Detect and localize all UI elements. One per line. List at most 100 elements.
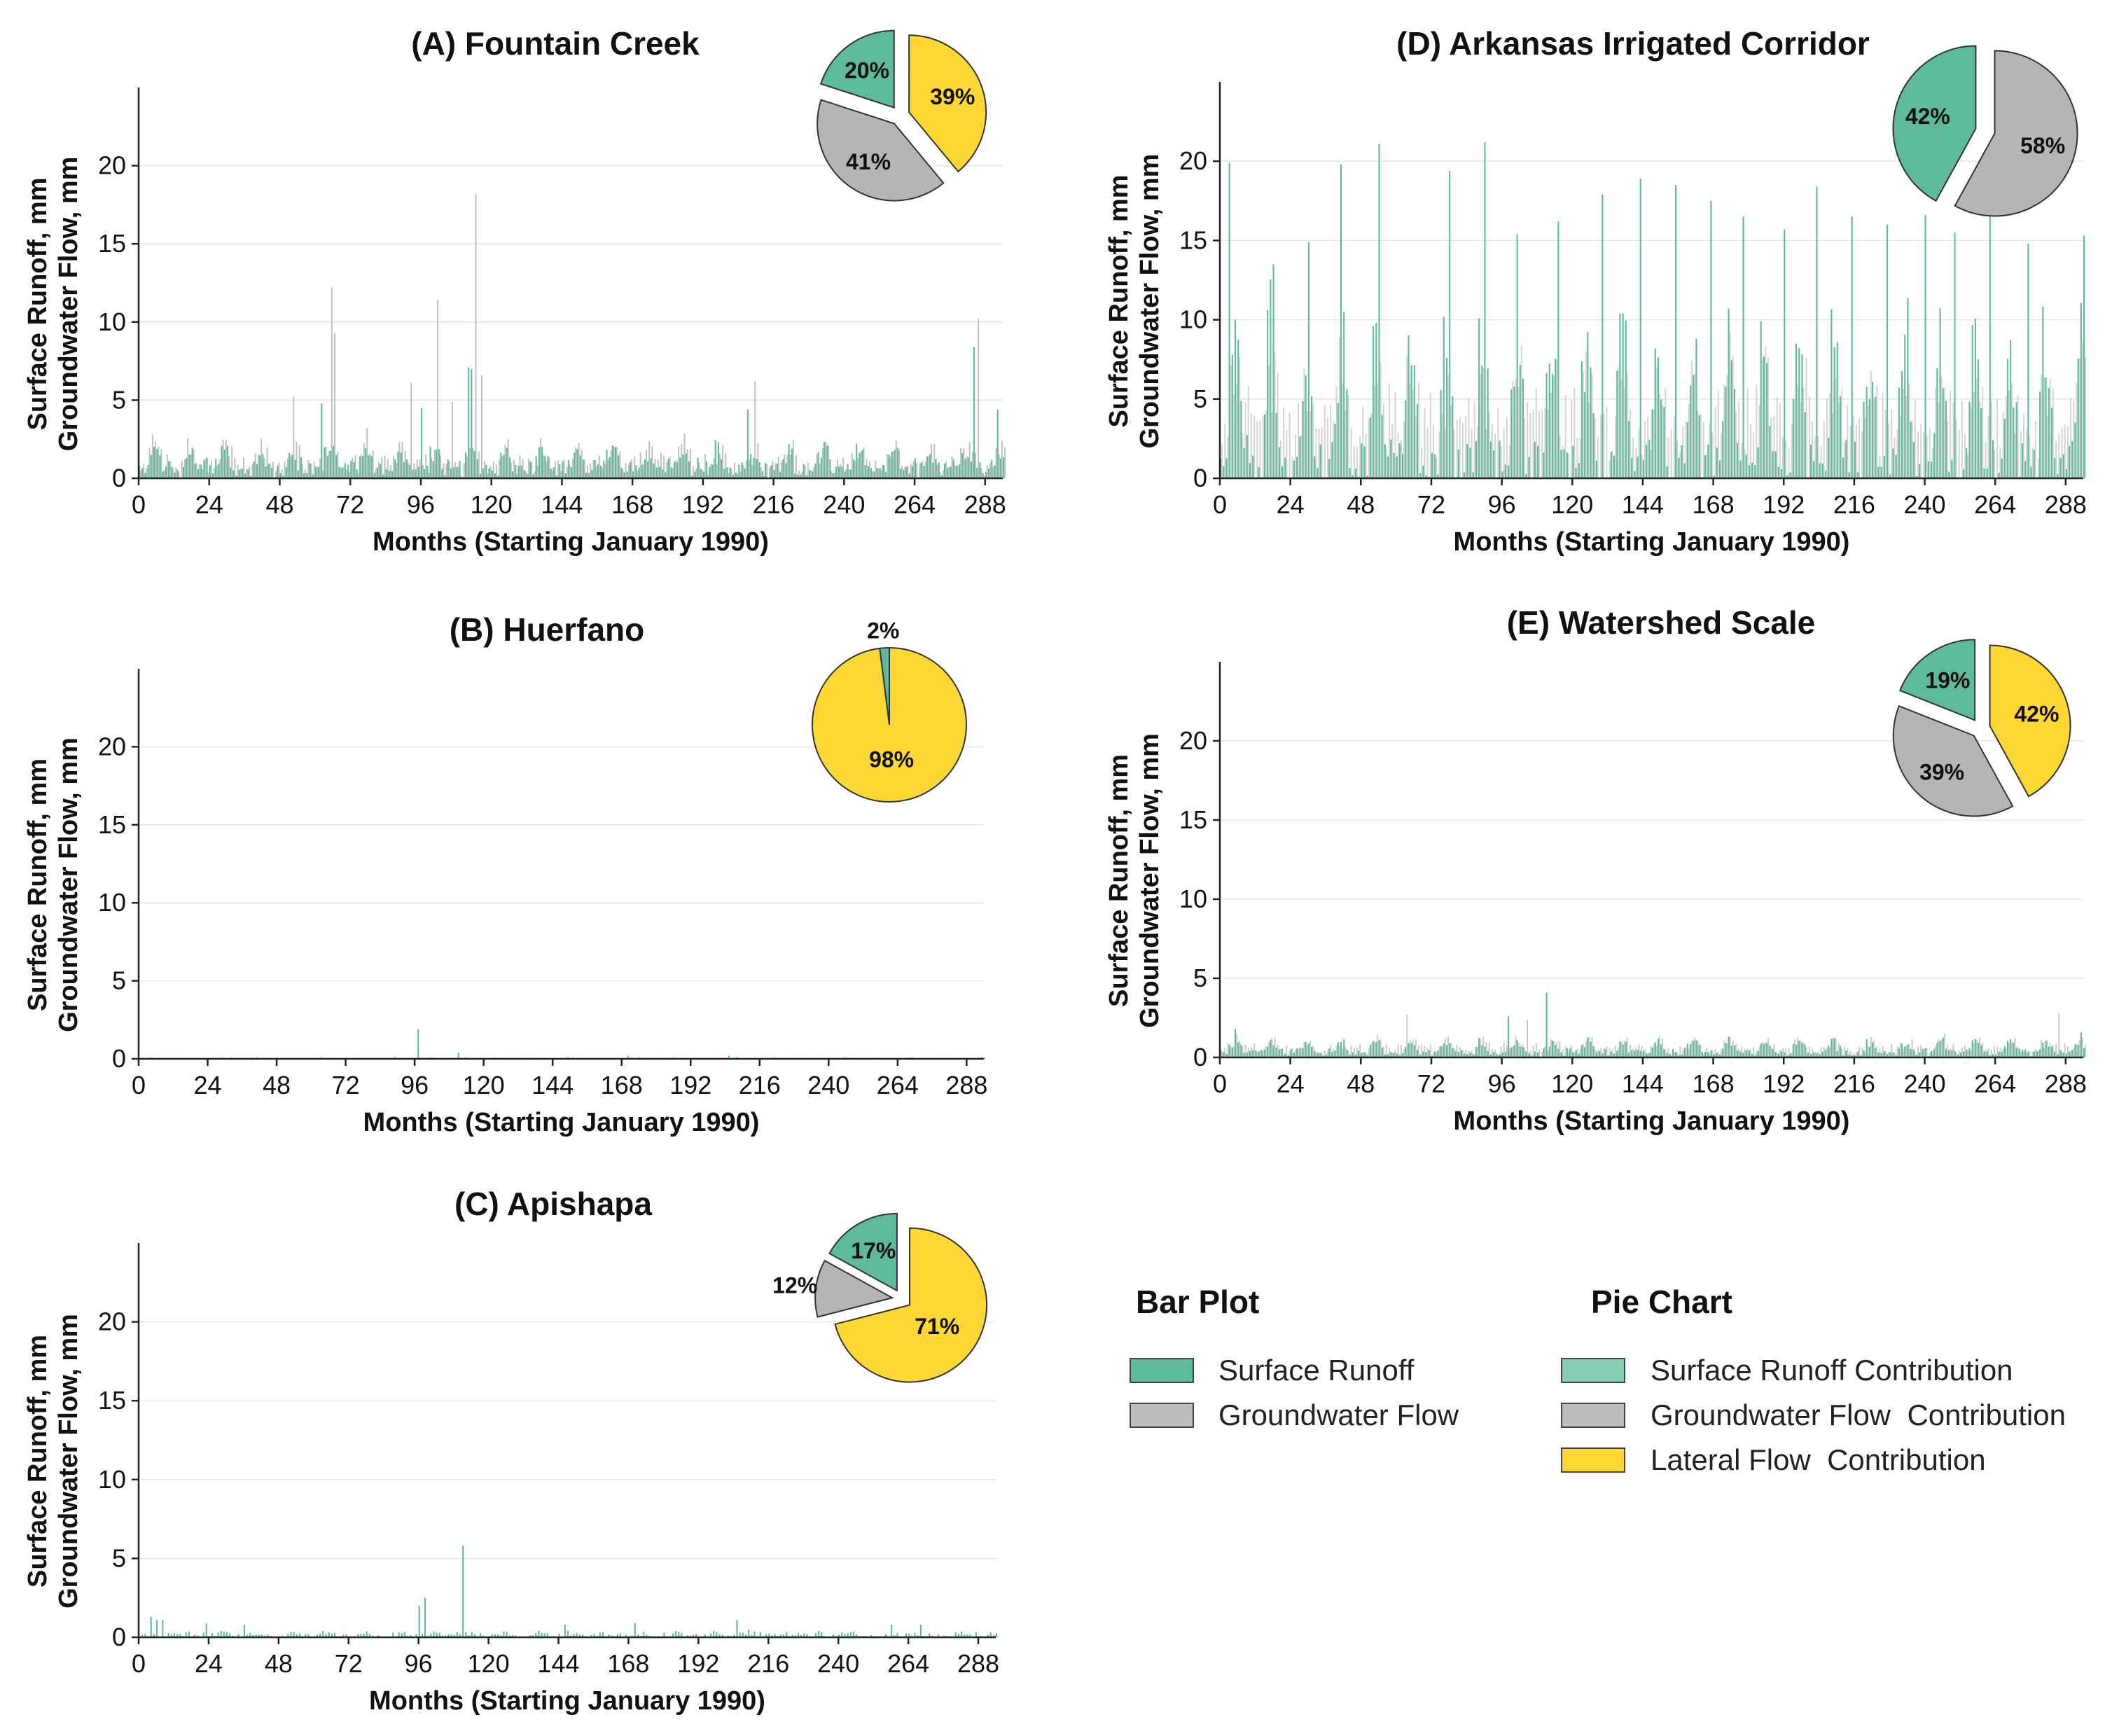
bar-groundwater bbox=[1923, 1048, 1925, 1057]
bar-groundwater bbox=[831, 471, 833, 478]
bar-groundwater bbox=[2073, 1048, 2075, 1057]
bar-groundwater bbox=[489, 466, 492, 478]
bar-surface-runoff bbox=[341, 467, 343, 478]
bar-surface-runoff bbox=[1912, 1049, 1915, 1057]
bar-groundwater bbox=[798, 470, 800, 478]
bar-surface-runoff bbox=[1469, 1053, 1471, 1057]
bar-surface-runoff bbox=[205, 1623, 207, 1637]
bar-groundwater bbox=[1626, 1037, 1628, 1057]
y-axis-label-line1: Surface Runoff, mm bbox=[1104, 754, 1134, 1007]
bar-surface-runoff bbox=[314, 466, 317, 478]
bar-surface-runoff bbox=[681, 1632, 683, 1637]
bar-surface-runoff bbox=[911, 1635, 913, 1637]
bar-groundwater bbox=[1438, 431, 1440, 478]
bars-d bbox=[1220, 142, 2086, 479]
bar-surface-runoff bbox=[650, 458, 652, 478]
bar-groundwater bbox=[598, 455, 600, 478]
bar-surface-runoff bbox=[1998, 1051, 2000, 1057]
bar-surface-runoff bbox=[1737, 443, 1739, 478]
bar-surface-runoff bbox=[779, 471, 781, 478]
bar-surface-runoff bbox=[1907, 1044, 1909, 1057]
bar-surface-runoff bbox=[445, 1635, 447, 1637]
bar-groundwater bbox=[1802, 1042, 1805, 1057]
bar-groundwater bbox=[504, 444, 506, 478]
bar-groundwater bbox=[1632, 1049, 1634, 1057]
legend-swatch-surface-runoff-contribution bbox=[1561, 1358, 1625, 1383]
bar-groundwater bbox=[278, 462, 280, 478]
bar-groundwater bbox=[693, 466, 695, 478]
y-axis-label-line2: Groundwater Flow, mm bbox=[54, 737, 83, 1032]
bar-groundwater bbox=[1330, 1045, 1332, 1057]
bar-groundwater bbox=[1923, 431, 1925, 478]
bar-surface-runoff bbox=[923, 466, 925, 478]
bar-surface-runoff bbox=[368, 1633, 370, 1637]
bar-surface-runoff bbox=[992, 1634, 994, 1637]
bar-surface-runoff bbox=[1223, 1051, 1225, 1057]
pie-slice bbox=[1892, 704, 2014, 817]
bar-groundwater bbox=[1509, 445, 1510, 478]
bar-groundwater bbox=[316, 467, 318, 478]
bar-groundwater bbox=[1600, 415, 1602, 478]
bar-surface-runoff bbox=[1316, 468, 1319, 478]
bar-groundwater bbox=[1729, 1036, 1731, 1057]
bar-groundwater bbox=[1415, 1039, 1417, 1057]
bar-groundwater bbox=[1567, 1051, 1569, 1057]
bar-surface-runoff bbox=[1472, 472, 1474, 478]
bar-surface-runoff bbox=[1892, 1053, 1894, 1057]
bar-groundwater bbox=[1914, 1052, 1916, 1057]
bar-surface-runoff bbox=[829, 459, 831, 478]
bar-groundwater bbox=[1820, 1047, 1822, 1057]
bar-surface-runoff bbox=[1278, 1049, 1280, 1057]
bar-surface-runoff bbox=[2069, 446, 2071, 478]
bar-surface-runoff bbox=[975, 1632, 977, 1637]
bar-groundwater bbox=[1385, 449, 1387, 478]
bar-surface-runoff bbox=[200, 464, 202, 478]
bar-groundwater bbox=[1541, 1052, 1543, 1057]
bar-surface-runoff bbox=[591, 469, 593, 478]
bar-groundwater bbox=[151, 434, 153, 478]
bar-groundwater bbox=[1647, 1053, 1649, 1057]
bar-groundwater bbox=[1691, 360, 1693, 478]
bar-groundwater bbox=[1283, 407, 1285, 478]
bar-groundwater bbox=[2020, 431, 2022, 478]
bar-surface-runoff bbox=[1454, 1050, 1457, 1057]
bar-groundwater bbox=[975, 452, 977, 478]
bar-surface-runoff bbox=[637, 1634, 639, 1637]
bar-surface-runoff bbox=[732, 475, 734, 478]
bar-groundwater bbox=[1653, 409, 1655, 478]
bar-surface-runoff bbox=[203, 460, 205, 478]
bar-surface-runoff bbox=[398, 1632, 400, 1637]
bar-groundwater bbox=[163, 470, 165, 478]
bar-groundwater bbox=[1788, 1048, 1790, 1057]
bar-surface-runoff bbox=[2057, 1053, 2059, 1057]
bar-groundwater bbox=[1653, 1044, 1655, 1057]
bar-surface-runoff bbox=[856, 1634, 858, 1637]
bar-groundwater bbox=[848, 469, 850, 478]
bar-groundwater bbox=[980, 468, 982, 478]
bar-groundwater bbox=[1391, 1053, 1394, 1057]
bar-surface-runoff bbox=[1393, 452, 1395, 478]
bar-surface-runoff bbox=[635, 465, 637, 478]
bar-groundwater bbox=[1403, 420, 1405, 478]
bar-surface-runoff bbox=[634, 1623, 636, 1637]
bar-surface-runoff bbox=[1566, 1048, 1568, 1057]
bar-surface-runoff bbox=[873, 471, 875, 478]
y-tick-label: 10 bbox=[1179, 884, 1207, 913]
bar-groundwater bbox=[1859, 1047, 1861, 1057]
bar-groundwater bbox=[1779, 1050, 1781, 1057]
bar-groundwater bbox=[836, 459, 838, 478]
bar-groundwater bbox=[1812, 1048, 1813, 1057]
bar-surface-runoff bbox=[938, 462, 940, 478]
bar-surface-runoff bbox=[1686, 1043, 1688, 1057]
bar-groundwater bbox=[1732, 1040, 1734, 1057]
bar-groundwater bbox=[1832, 1038, 1834, 1057]
y-tick-label: 5 bbox=[112, 385, 126, 414]
bar-groundwater bbox=[1655, 1046, 1658, 1057]
bar-surface-runoff bbox=[335, 454, 338, 478]
bar-surface-runoff bbox=[1296, 1048, 1298, 1057]
bar-surface-runoff bbox=[426, 465, 429, 478]
bar-groundwater bbox=[892, 451, 894, 478]
pie-slice-label: 41% bbox=[846, 149, 891, 174]
bar-groundwater bbox=[1891, 1043, 1893, 1057]
bar-groundwater bbox=[243, 457, 244, 478]
